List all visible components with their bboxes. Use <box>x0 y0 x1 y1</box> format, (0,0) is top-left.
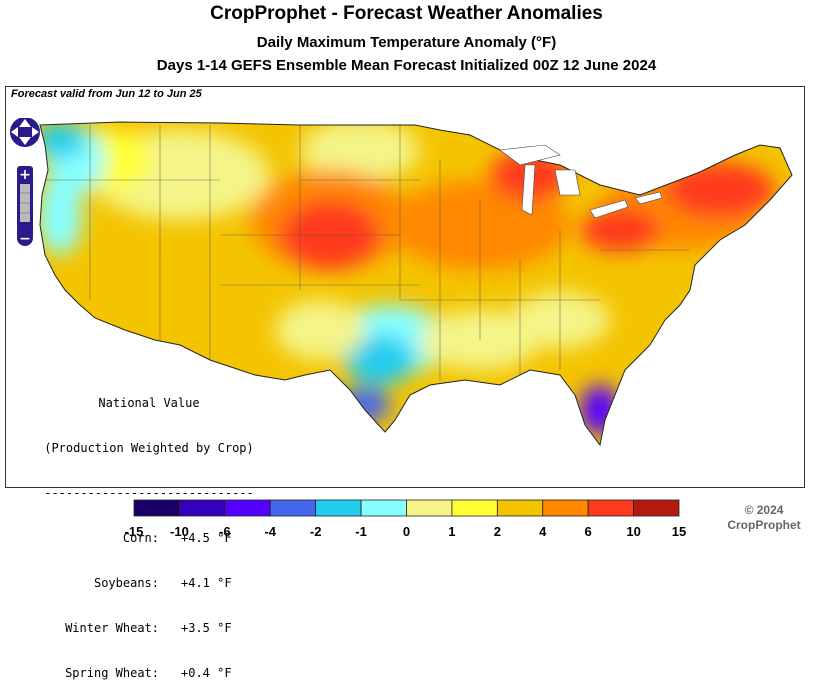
crop-name: Soybeans: <box>93 576 159 590</box>
color-scale-swatch <box>633 499 680 517</box>
color-scale-swatch <box>406 499 453 517</box>
color-scale-tick-label: 2 <box>493 524 501 539</box>
national-value-divider: ----------------------------- <box>44 486 254 500</box>
color-scale-tick-label: 0 <box>402 524 411 539</box>
color-scale-ticks: -15 -10 -6 -4 -2 -1 0 1 2 4 6 10 15 <box>0 524 813 542</box>
color-scale-swatch <box>133 499 180 517</box>
color-scale-tick-label: 6 <box>584 524 592 539</box>
color-scale-tick-label: -10 <box>170 524 189 539</box>
crop-value: +4.1 °F <box>181 576 232 590</box>
color-scale-swatch <box>587 499 634 517</box>
color-scale-tick-label: 1 <box>448 524 456 539</box>
map-nav-controls: + − <box>8 117 46 258</box>
zoom-out-icon[interactable]: − <box>17 230 33 247</box>
color-scale-swatch <box>360 499 407 517</box>
svg-text:−: − <box>19 231 31 247</box>
zoom-in-icon[interactable]: + <box>17 166 33 183</box>
crop-value: +3.5 °F <box>181 621 232 635</box>
copyright-notice: © 2024 CropProphet <box>720 503 808 533</box>
national-value-row: Winter Wheat: +3.5 °F <box>24 621 274 636</box>
color-scale-swatch <box>269 499 317 517</box>
crop-name: Spring Wheat: <box>65 666 159 680</box>
crop-name: Winter Wheat: <box>65 621 159 635</box>
color-scale-swatch <box>542 499 589 517</box>
forecast-valid-label: Forecast valid from Jun 12 to Jun 25 <box>11 88 202 100</box>
national-value-heading: National Value <box>98 396 200 410</box>
color-scale-tick-label: 4 <box>539 524 547 539</box>
national-value-row: Soybeans: +4.1 °F <box>24 576 274 591</box>
anomaly-map[interactable] <box>6 87 804 487</box>
color-scale-tick-label: 10 <box>626 524 641 539</box>
copyright-year: © 2024 <box>744 503 784 517</box>
color-scale-swatch <box>496 499 544 517</box>
color-scale <box>133 499 680 517</box>
color-scale-tick-label: 15 <box>671 524 687 539</box>
page-title: CropProphet - Forecast Weather Anomalies <box>210 3 603 24</box>
variable-subtitle: Daily Maximum Temperature Anomaly (°F) <box>256 34 557 51</box>
svg-text:+: + <box>19 167 31 183</box>
zoom-slider[interactable] <box>17 166 33 238</box>
pan-control-icon[interactable] <box>10 117 40 147</box>
forecast-run-info: Days 1-14 GEFS Ensemble Mean Forecast In… <box>156 57 657 74</box>
crop-name: Corn: <box>122 531 159 545</box>
crop-value: +4.5 °F <box>181 531 232 545</box>
color-scale-tick-label: -15 <box>124 524 144 539</box>
color-scale-swatch <box>179 499 226 517</box>
national-value-row: Spring Wheat: +0.4 °F <box>24 666 274 681</box>
color-scale-tick-label: -1 <box>355 524 367 539</box>
us-outline <box>39 121 793 447</box>
color-scale-swatch <box>451 499 498 517</box>
color-scale-tick-label: -2 <box>309 524 322 539</box>
color-scale-swatch <box>224 499 271 517</box>
great-lakes <box>499 144 663 219</box>
brand-name: CropProphet <box>727 518 801 532</box>
color-scale-tick-label: -6 <box>219 524 231 539</box>
color-scale-tick-label: -4 <box>264 524 277 539</box>
color-scale-swatch <box>315 499 362 517</box>
national-value-row: Corn: +4.5 °F <box>24 531 274 546</box>
crop-value: +0.4 °F <box>181 666 232 680</box>
national-value-subheading: (Production Weighted by Crop) <box>44 441 254 455</box>
